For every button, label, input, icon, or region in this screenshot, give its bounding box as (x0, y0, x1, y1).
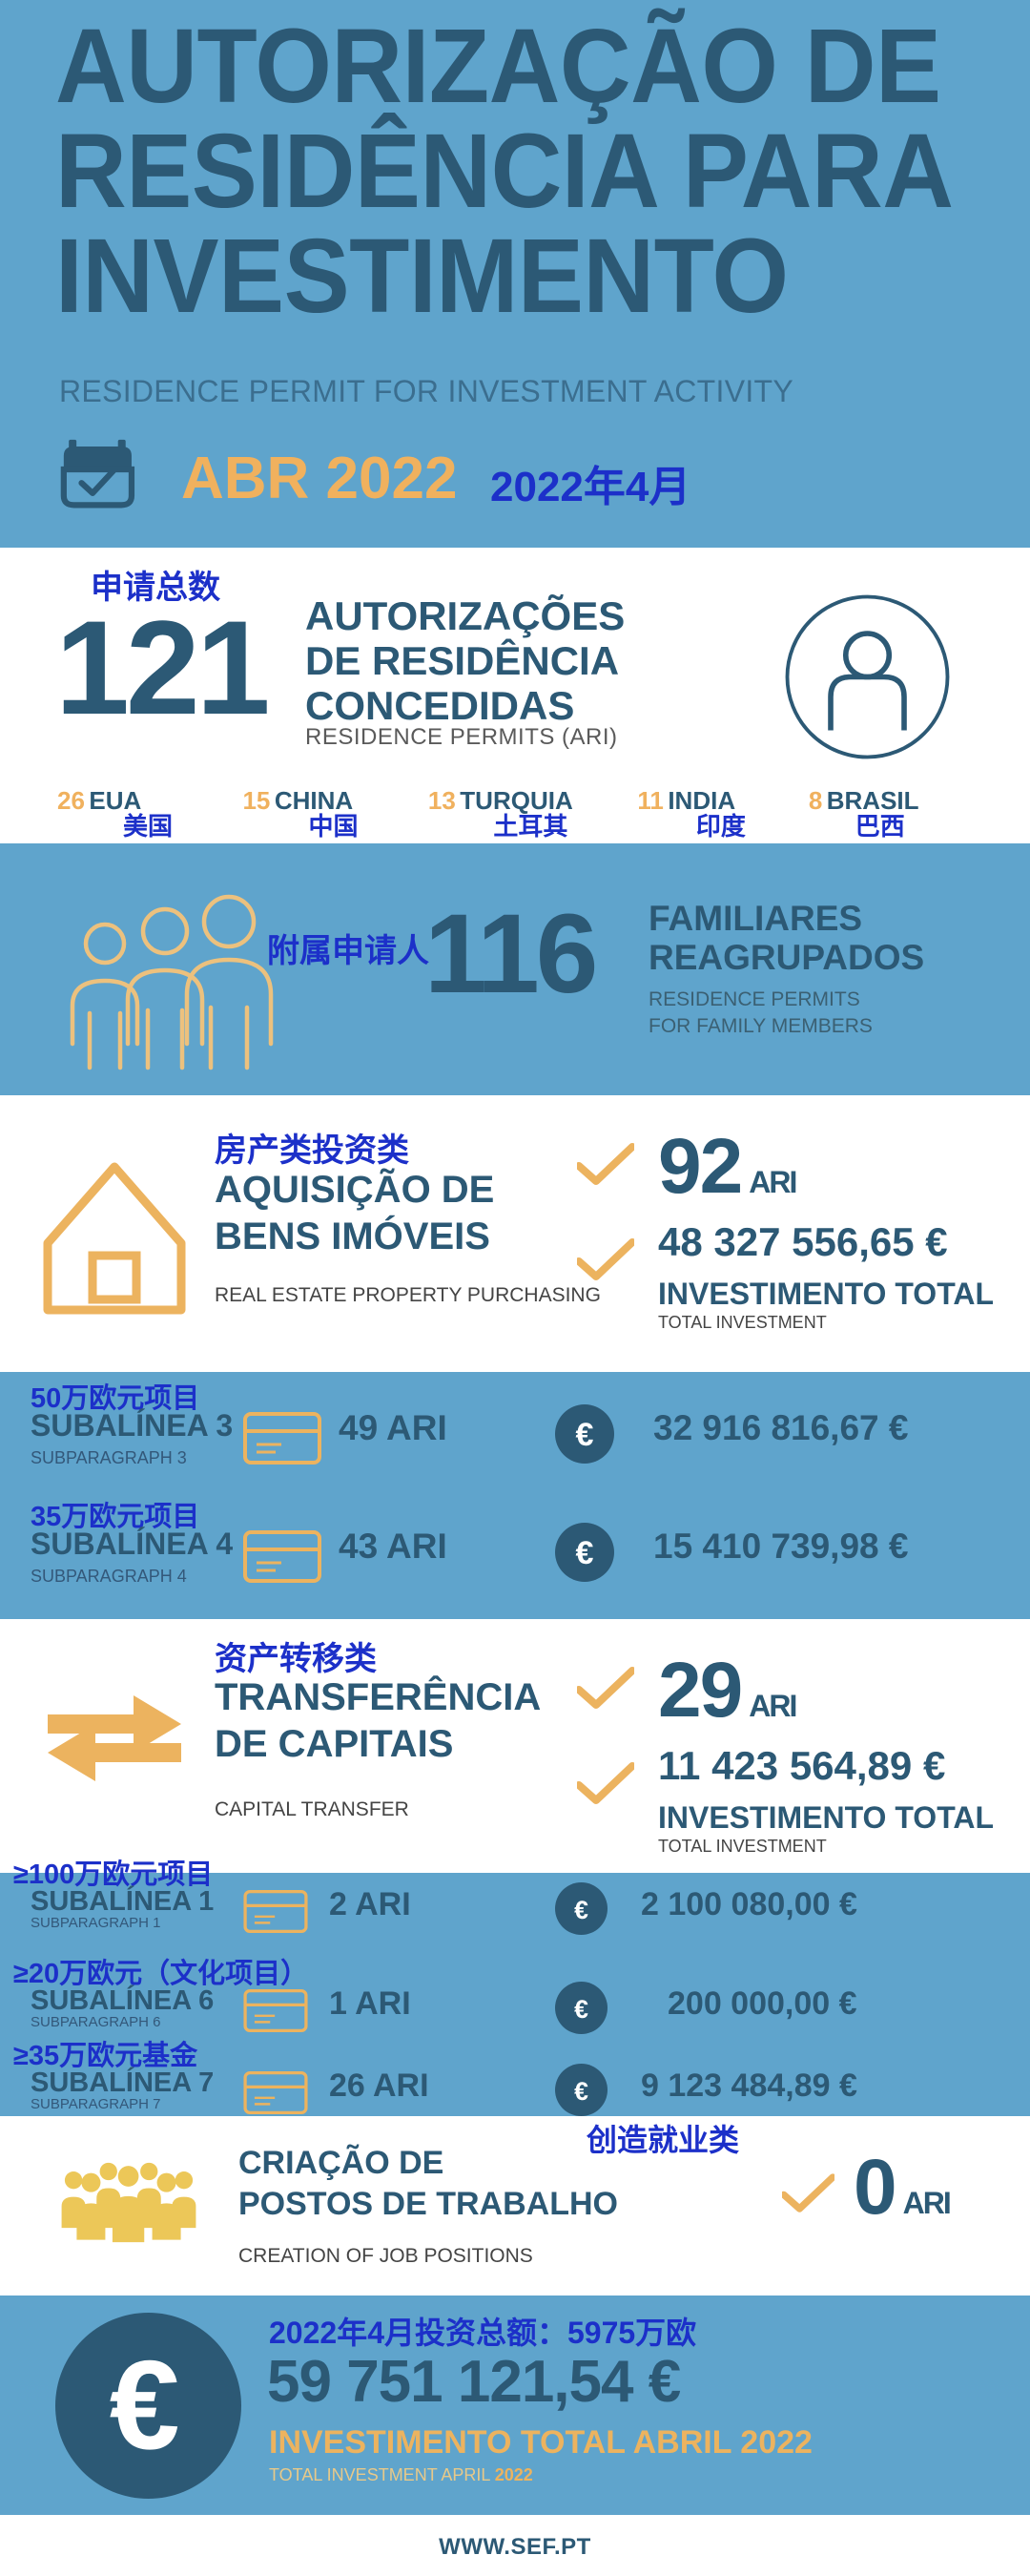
svg-text:€: € (574, 1896, 588, 1924)
svg-text:€: € (574, 1995, 588, 2024)
svg-text:€: € (574, 2077, 588, 2106)
svg-text:€: € (576, 1535, 594, 1571)
svg-text:€: € (110, 2335, 180, 2476)
svg-text:€: € (576, 1417, 594, 1453)
